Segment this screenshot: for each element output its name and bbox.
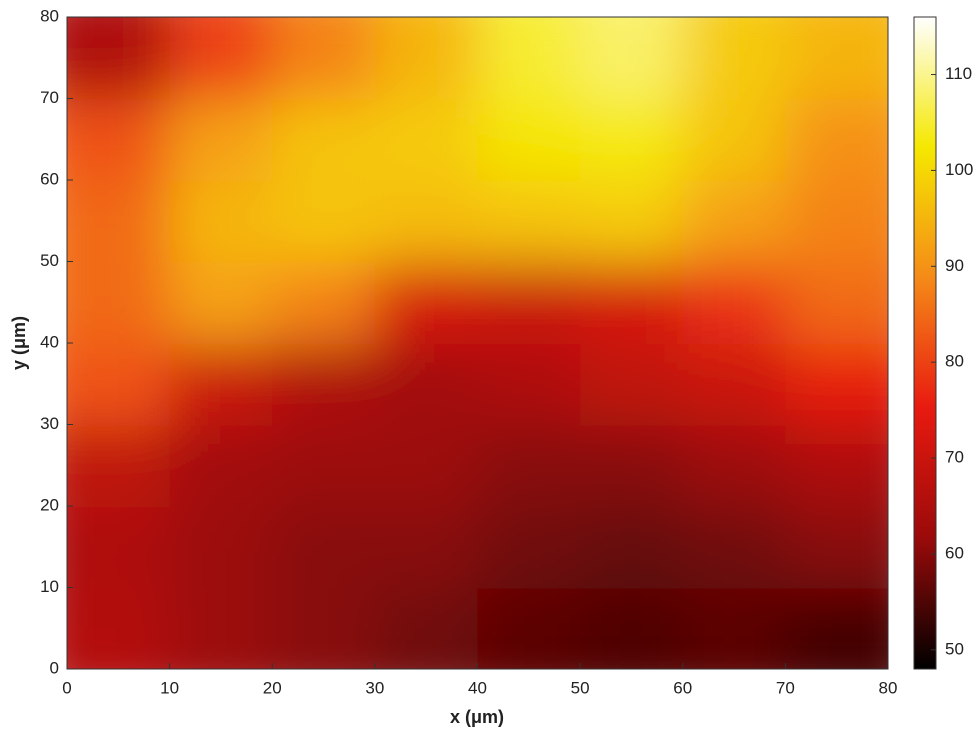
heat-cell — [375, 506, 479, 589]
x-tick-label: 10 — [160, 678, 179, 697]
y-tick-label: 30 — [40, 414, 59, 433]
heat-cell — [478, 0, 582, 100]
heat-cell — [478, 99, 582, 182]
heat-cell — [683, 99, 787, 182]
heat-cell — [785, 506, 929, 589]
heat-cell — [170, 506, 274, 589]
y-tick-label: 10 — [40, 577, 59, 596]
y-tick-label: 20 — [40, 495, 59, 514]
x-tick-label: 0 — [62, 678, 71, 697]
heat-cell — [170, 180, 274, 263]
heat-cell — [683, 588, 787, 711]
x-axis-label: x (μm) — [450, 707, 504, 727]
chart: x (μm) y (μm) 0 10 20 30 40 50 60 70 80 0 10 20 30 40… — [0, 0, 980, 736]
heat-cell — [170, 425, 274, 508]
heat-cell — [785, 588, 929, 711]
colorbar-tick-label: 100 — [945, 160, 973, 179]
heat-cell — [272, 343, 376, 426]
heat-cell — [272, 425, 376, 508]
heat-cell — [478, 343, 582, 426]
colorbar-tick-label: 90 — [945, 256, 964, 275]
heat-cell — [170, 99, 274, 182]
heat-cell — [170, 0, 274, 100]
heat-cell — [170, 343, 274, 426]
heat-cell — [375, 588, 479, 711]
heat-cell — [478, 425, 582, 508]
x-tick-label: 30 — [365, 678, 384, 697]
heat-cell — [272, 99, 376, 182]
heat-cell — [272, 506, 376, 589]
y-tick-label: 0 — [50, 658, 59, 677]
heat-cell — [683, 0, 787, 100]
heat-cell — [785, 343, 929, 426]
colorbar-tick-label: 50 — [945, 639, 964, 658]
heat-cell — [683, 343, 787, 426]
heat-cell — [785, 262, 929, 345]
heat-cell — [170, 262, 274, 345]
x-tick-label: 60 — [673, 678, 692, 697]
x-tick-label: 70 — [776, 678, 795, 697]
heat-cell — [272, 180, 376, 263]
heat-cell — [785, 425, 929, 508]
heat-cell — [478, 180, 582, 263]
heat-cell — [580, 343, 684, 426]
y-tick-label: 50 — [40, 251, 59, 270]
x-tick-label: 40 — [468, 678, 487, 697]
x-tick-label: 20 — [263, 678, 282, 697]
heat-cell — [683, 425, 787, 508]
heat-cell — [785, 0, 929, 100]
colorbar-tick-label: 60 — [945, 543, 964, 562]
colorbar-tick-label: 70 — [945, 448, 964, 467]
heat-cell — [785, 99, 929, 182]
heat-cell — [580, 0, 684, 100]
heat-cell — [272, 262, 376, 345]
y-tick-label: 70 — [40, 88, 59, 107]
heat-cell — [170, 588, 274, 711]
heat-cell — [683, 506, 787, 589]
heat-cell — [375, 0, 479, 100]
heat-cell — [478, 506, 582, 589]
heat-cell — [375, 262, 479, 345]
heat-cell — [478, 588, 582, 711]
y-axis-label: y (μm) — [9, 316, 29, 370]
heat-cell — [478, 262, 582, 345]
colorbar — [914, 17, 936, 669]
colorbar-tick-label: 80 — [945, 352, 964, 371]
x-tick-label: 80 — [879, 678, 898, 697]
heat-cell — [272, 0, 376, 100]
y-tick-label: 80 — [40, 6, 59, 25]
colorbar-tick-label: 110 — [945, 64, 972, 83]
heat-cell — [580, 425, 684, 508]
heat-cell — [683, 262, 787, 345]
y-tick-label: 60 — [40, 169, 59, 188]
heat-cell — [375, 99, 479, 182]
heat-cell — [375, 343, 479, 426]
heatmap — [27, 0, 929, 710]
heat-cell — [580, 99, 684, 182]
heat-cell — [580, 180, 684, 263]
heat-cell — [785, 180, 929, 263]
heat-cell — [375, 180, 479, 263]
heat-cell — [580, 588, 684, 711]
heat-cell — [27, 588, 171, 711]
heat-cell — [272, 588, 376, 711]
heat-cell — [375, 425, 479, 508]
heat-cell — [683, 180, 787, 263]
heat-cell — [580, 506, 684, 589]
y-tick-label: 40 — [40, 332, 59, 351]
heat-cell — [580, 262, 684, 345]
x-tick-label: 50 — [571, 678, 590, 697]
